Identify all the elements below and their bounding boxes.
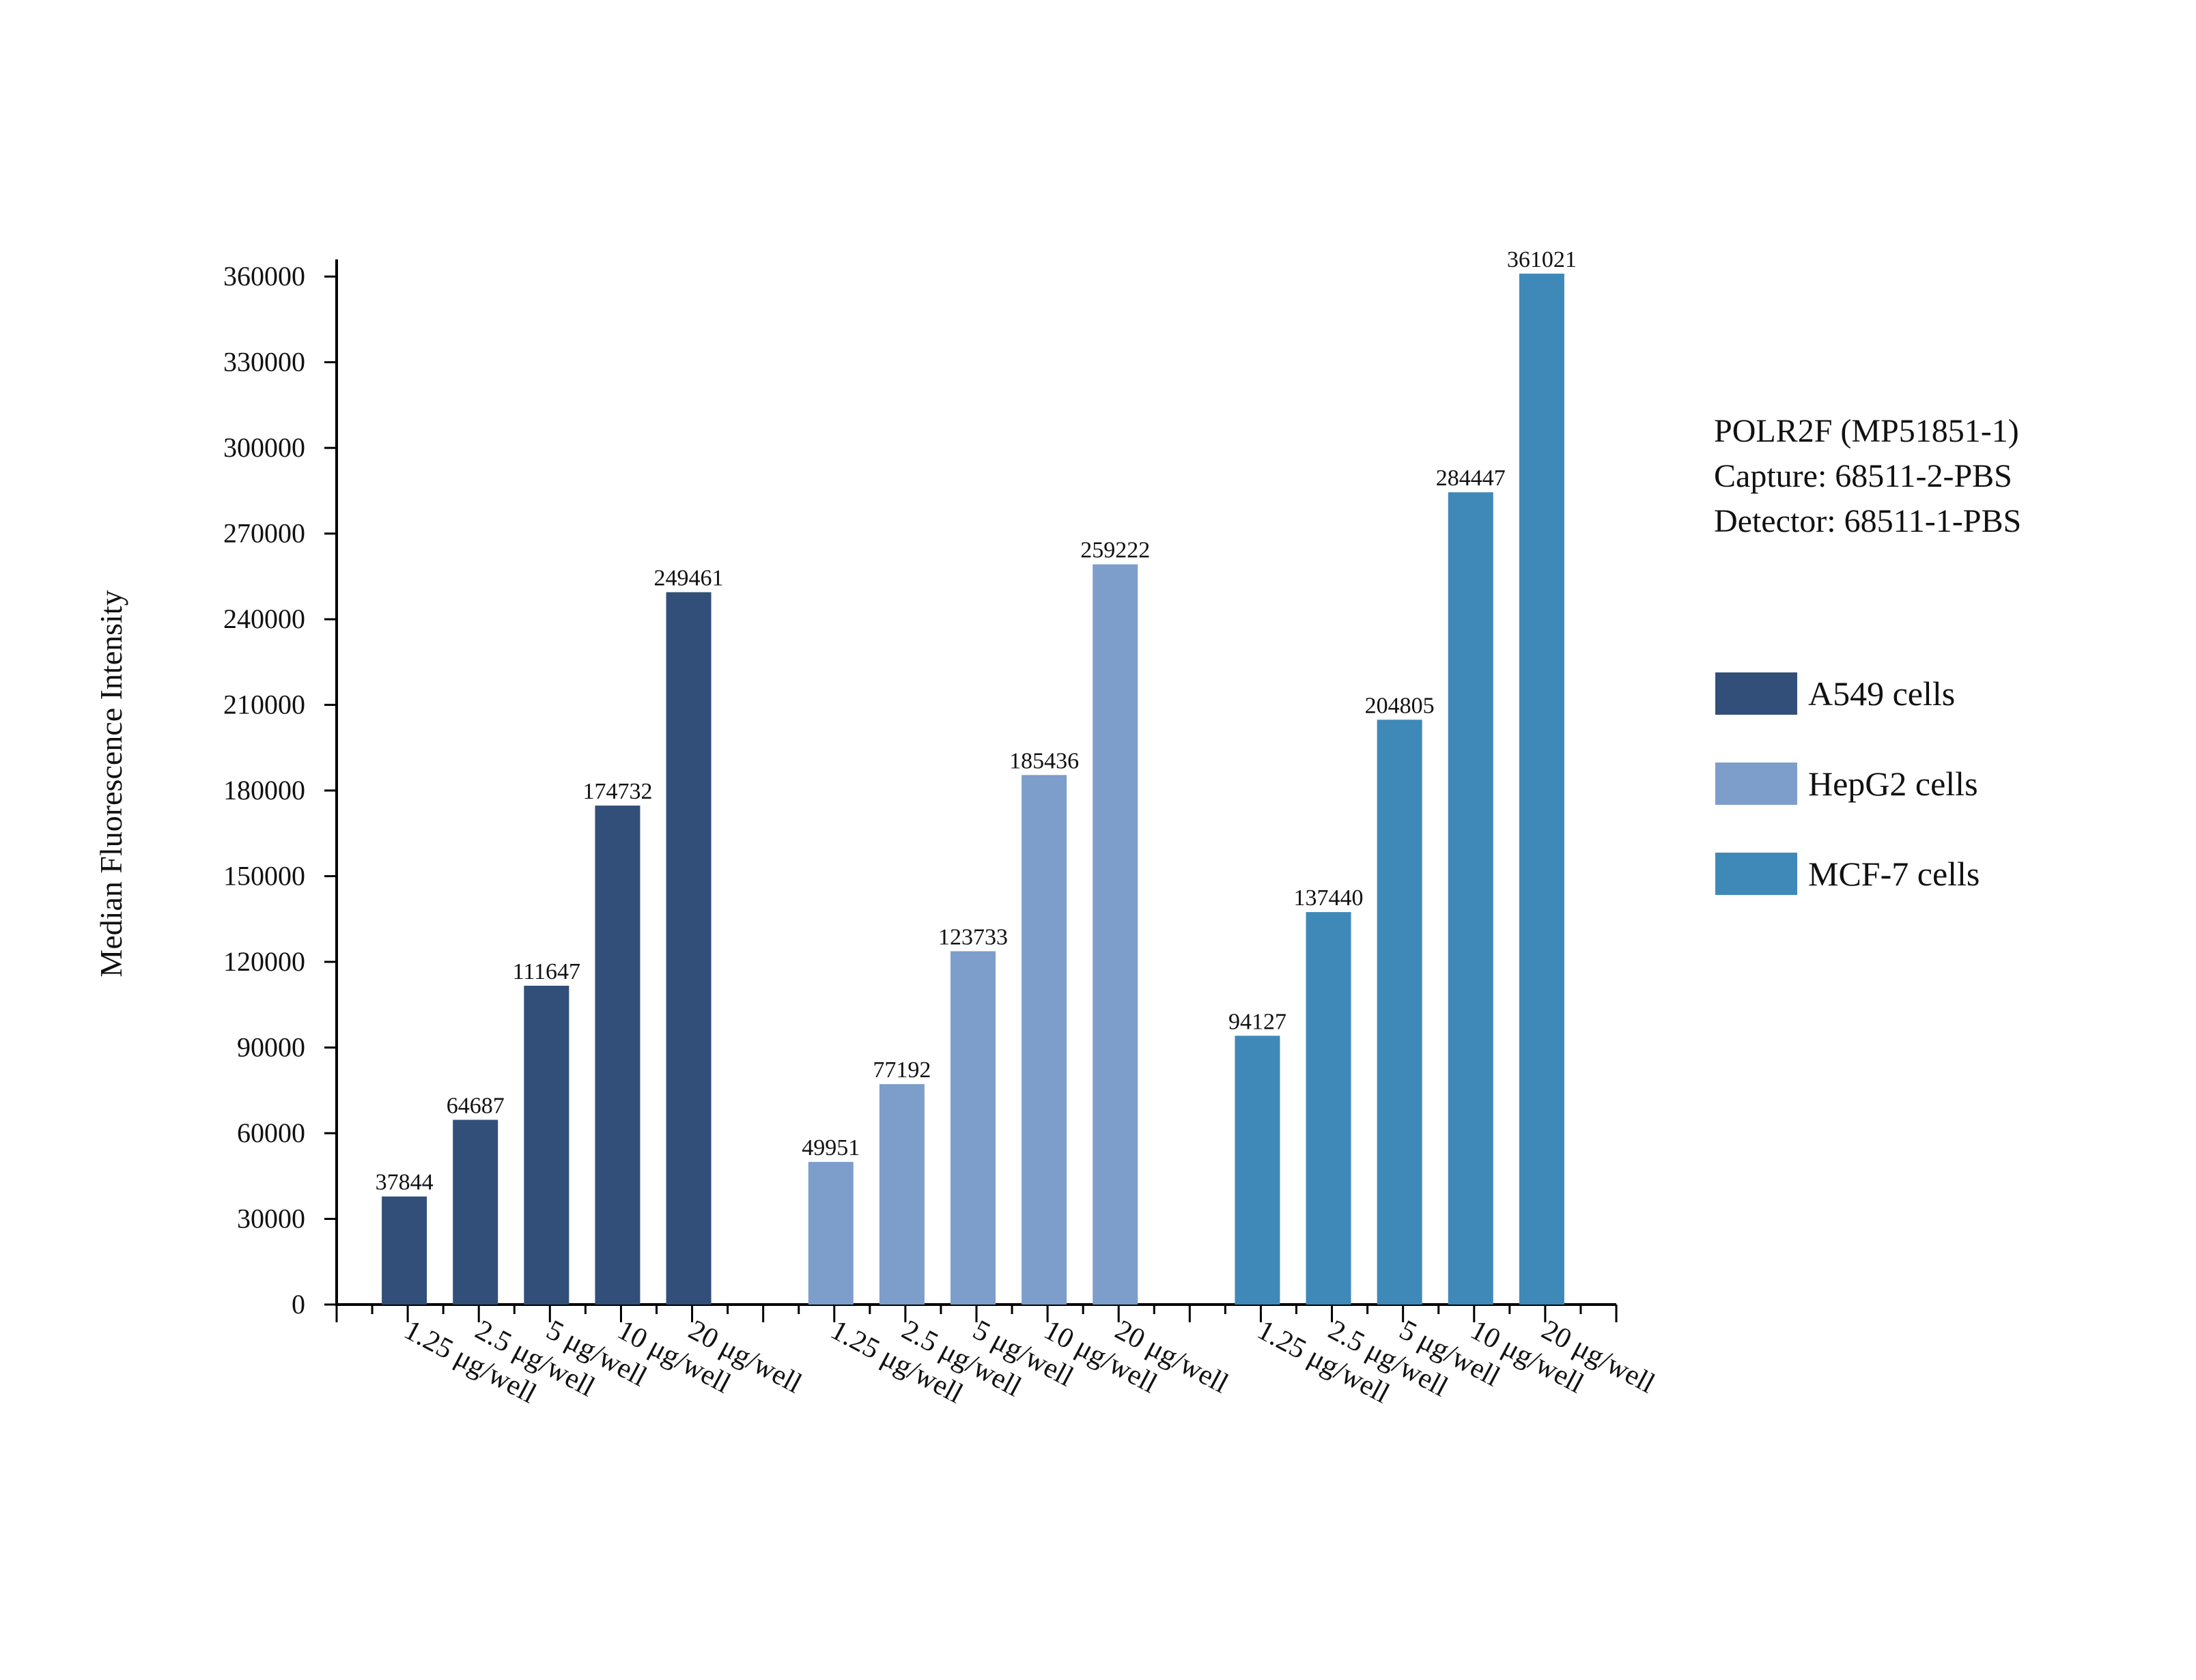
- bar: [1235, 1036, 1280, 1305]
- data-label: 174732: [582, 779, 652, 804]
- legend-label: MCF-7 cells: [1808, 855, 1980, 893]
- y-tick-label: 240000: [223, 603, 305, 634]
- data-label: 361021: [1507, 247, 1577, 272]
- annotation-line-3: Detector: 68511-1-PBS: [1714, 503, 2021, 539]
- bar: [453, 1120, 498, 1305]
- data-label: 185436: [1009, 748, 1079, 773]
- data-label: 249461: [654, 565, 724, 590]
- data-label: 284447: [1436, 466, 1506, 491]
- y-axis-title: Median Fluorescence Intensity: [94, 590, 128, 977]
- data-label: 94127: [1228, 1009, 1286, 1034]
- y-tick-label: 0: [292, 1289, 305, 1320]
- data-label: 123733: [938, 924, 1008, 950]
- y-tick-label: 30000: [237, 1204, 305, 1234]
- bar: [382, 1196, 427, 1305]
- y-axis-ticks: 0 30000 60000 90000 120000 150000 180000 210000…: [223, 261, 337, 1320]
- data-label: 37844: [376, 1170, 434, 1195]
- y-tick-label: 150000: [223, 861, 305, 892]
- bar: [951, 951, 996, 1305]
- data-label: 111647: [513, 959, 580, 984]
- bar: [595, 806, 640, 1305]
- annotation-line-2: Capture: 68511-2-PBS: [1714, 458, 2012, 494]
- bar: [1306, 912, 1351, 1305]
- legend-label: A549 cells: [1808, 674, 1955, 713]
- bar: [808, 1162, 854, 1305]
- y-tick-label: 270000: [223, 518, 305, 549]
- y-tick-label: 210000: [223, 689, 305, 720]
- bar: [1519, 273, 1564, 1305]
- legend-label: HepG2 cells: [1808, 765, 1978, 803]
- bar: [524, 985, 569, 1305]
- data-label: 137440: [1294, 885, 1364, 911]
- legend-swatch: [1715, 672, 1797, 715]
- data-label: 49951: [802, 1135, 860, 1161]
- bar: [879, 1084, 925, 1305]
- bar: [1448, 492, 1493, 1305]
- y-tick-label: 90000: [237, 1032, 305, 1063]
- bars: [382, 273, 1564, 1305]
- y-tick-label: 300000: [223, 432, 305, 463]
- data-labels: 37844 64687 111647 174732 249461 49951 77192 12…: [376, 247, 1577, 1195]
- data-label: 77192: [873, 1057, 931, 1083]
- bar: [1022, 775, 1067, 1305]
- y-tick-label: 120000: [223, 946, 305, 977]
- legend: A549 cells HepG2 cells MCF-7 cells: [1715, 672, 1980, 895]
- chart-annotation: POLR2F (MP51851-1) Capture: 68511-2-PBS …: [1714, 413, 2021, 539]
- y-tick-label: 330000: [223, 347, 305, 378]
- bar: [1093, 564, 1138, 1305]
- data-label: 204805: [1365, 693, 1435, 718]
- bar: [666, 592, 712, 1305]
- y-tick-label: 60000: [237, 1117, 305, 1148]
- y-tick-label: 180000: [223, 775, 305, 806]
- data-label: 259222: [1080, 538, 1150, 563]
- legend-swatch: [1715, 853, 1797, 895]
- y-tick-label: 360000: [223, 261, 305, 291]
- legend-swatch: [1715, 763, 1797, 805]
- x-axis-ticks: [335, 1305, 1618, 1322]
- data-label: 64687: [447, 1093, 505, 1118]
- bar: [1377, 720, 1422, 1305]
- annotation-line-1: POLR2F (MP51851-1): [1714, 413, 2019, 449]
